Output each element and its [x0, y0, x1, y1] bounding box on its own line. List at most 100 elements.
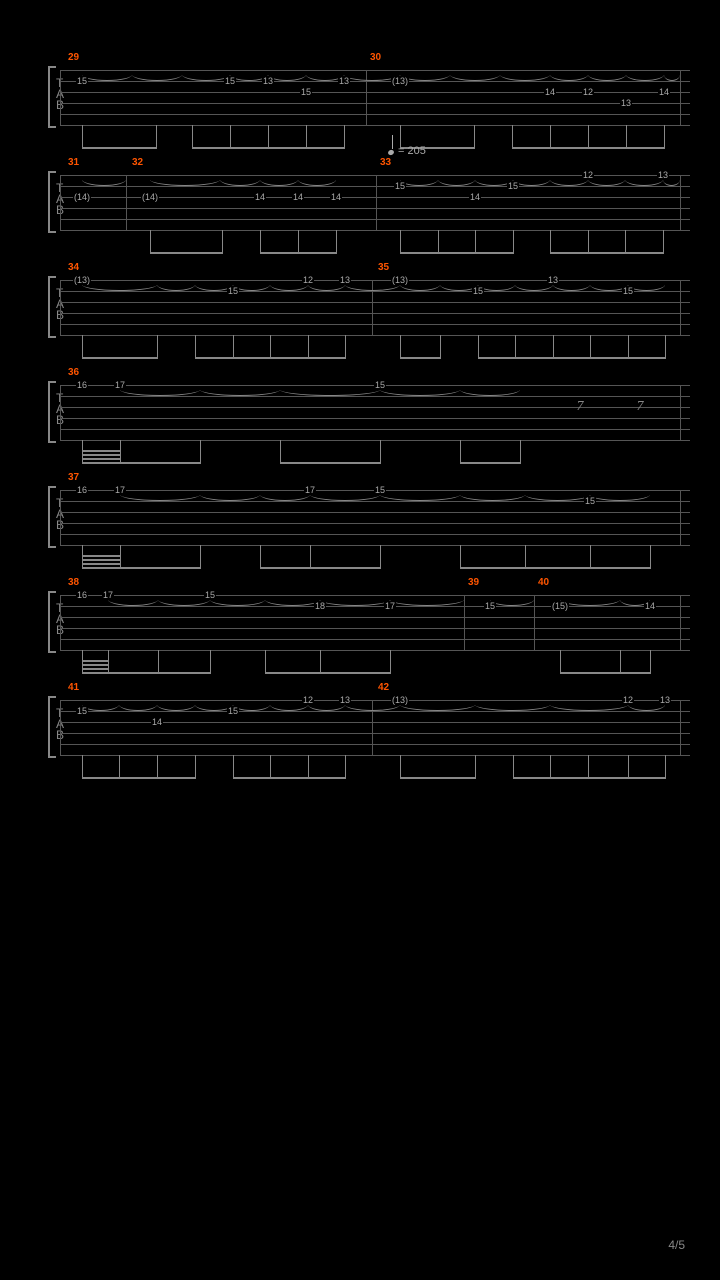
- tie: [265, 598, 320, 606]
- beam: [192, 147, 345, 149]
- note-stem: [280, 440, 281, 462]
- vibrato-mark: ~~~~~~~~~~~~~~~~~~~~~~~~~~~~~~~~~~~~: [660, 668, 680, 672]
- staff-bracket: [48, 276, 56, 338]
- fret-number: (15): [551, 601, 569, 611]
- tie: [450, 73, 500, 81]
- staff-line: [60, 396, 690, 397]
- tab-staff: TAB3435~~~~~~~~~~~~~~~~~~~~~~~~~~~~~~~~~…: [60, 280, 690, 335]
- tie: [132, 73, 182, 81]
- beam: [233, 777, 346, 779]
- staff-line: [60, 595, 690, 596]
- fret-number: 15: [584, 496, 596, 506]
- note-stem: [192, 125, 193, 147]
- note-stem: [515, 335, 516, 357]
- note-stem: [82, 755, 83, 777]
- staff-line: [60, 291, 690, 292]
- tie: [298, 178, 336, 186]
- note-stem: [310, 545, 311, 567]
- tie: [500, 73, 550, 81]
- barline: [60, 595, 61, 650]
- note-stem: [588, 125, 589, 147]
- staff-line: [60, 70, 690, 71]
- fret-number: 17: [304, 485, 316, 495]
- note-stem: [344, 125, 345, 147]
- measure-number: 37: [68, 472, 79, 483]
- beam: [82, 450, 121, 452]
- fret-number: 18: [314, 601, 326, 611]
- note-stem: [345, 335, 346, 357]
- measure-number: 36: [68, 367, 79, 378]
- staff-line: [60, 512, 690, 513]
- tie: [220, 178, 260, 186]
- measure-number: 41: [68, 682, 79, 693]
- measure-number: 30: [370, 52, 381, 63]
- page-number: 4/5: [668, 1238, 685, 1252]
- note-stem: [157, 755, 158, 777]
- staff-bracket: [48, 171, 56, 233]
- staff-line: [60, 92, 690, 93]
- beam: [260, 252, 337, 254]
- barline: [60, 280, 61, 335]
- fret-number: (13): [391, 76, 409, 86]
- tab-system: TAB3435~~~~~~~~~~~~~~~~~~~~~~~~~~~~~~~~~…: [20, 280, 700, 335]
- rest: 7: [637, 399, 644, 415]
- beam: [82, 567, 121, 569]
- tab-staff: TAB37~~~~~~~~~~~~~~~~~~~~~~~~~~~~~~~~~~~…: [60, 490, 690, 545]
- tab-system: TAB2930~~~~~~~~~~~~~~~~~~~~~~~~~~~~~~~~~…: [20, 70, 700, 125]
- beam: [82, 660, 109, 662]
- tie: [157, 703, 195, 711]
- note-stem: [270, 335, 271, 357]
- staff-line: [60, 208, 690, 209]
- staff-line: [60, 125, 690, 126]
- barline: [534, 595, 535, 650]
- staff-line: [60, 302, 690, 303]
- beam: [82, 462, 121, 464]
- tie: [310, 493, 380, 501]
- barline: [680, 700, 681, 755]
- fret-number: 16: [76, 380, 88, 390]
- fret-number: 12: [622, 695, 634, 705]
- tie: [320, 598, 390, 606]
- vibrato-mark: ~~~~~~~~~~~~~~~~~~~~~~~~~~~~~~~~~~~~: [350, 458, 490, 462]
- note-stem: [200, 440, 201, 462]
- beam: [120, 567, 201, 569]
- beam: [82, 777, 196, 779]
- staff-line: [60, 219, 690, 220]
- vibrato-mark: ~~~~~~~~~~~~~~~~~~~~~~~~~~~~~~~~~~~~: [320, 38, 460, 42]
- barline: [60, 700, 61, 755]
- staff-line: [60, 744, 690, 745]
- note-stem: [628, 755, 629, 777]
- note-stem: [233, 335, 234, 357]
- tie: [475, 703, 550, 711]
- measure-number: 31: [68, 157, 79, 168]
- note-stem: [512, 125, 513, 147]
- fret-number: (13): [391, 275, 409, 285]
- tie: [260, 178, 298, 186]
- fret-number: (13): [391, 695, 409, 705]
- barline: [680, 280, 681, 335]
- beam: [108, 672, 211, 674]
- beam: [82, 559, 121, 561]
- beam: [400, 357, 441, 359]
- fret-number: 14: [658, 87, 670, 97]
- tie: [626, 73, 664, 81]
- fret-number: 13: [659, 695, 671, 705]
- fret-number: 15: [224, 76, 236, 86]
- staff-line: [60, 523, 690, 524]
- note-stem: [233, 755, 234, 777]
- measure-number: 35: [378, 262, 389, 273]
- vibrato-mark: ~~~~~~~~~~~~~~~~~~~~~~~~~~~~~~~~~~~~: [350, 353, 490, 357]
- note-stem: [298, 230, 299, 252]
- note-stem: [550, 755, 551, 777]
- staff-line: [60, 700, 690, 701]
- tie: [588, 73, 626, 81]
- beam: [460, 462, 521, 464]
- rest: 7: [577, 399, 584, 415]
- fret-number: 17: [102, 590, 114, 600]
- fret-number: 16: [76, 590, 88, 600]
- note-stem: [380, 545, 381, 567]
- fret-number: 12: [302, 275, 314, 285]
- measure-number: 32: [132, 157, 143, 168]
- tie: [210, 598, 265, 606]
- vibrato-mark: ~~~~~~~~~~~~~~~~~~~~~~~~~~~~~~~~~~~~: [660, 143, 680, 147]
